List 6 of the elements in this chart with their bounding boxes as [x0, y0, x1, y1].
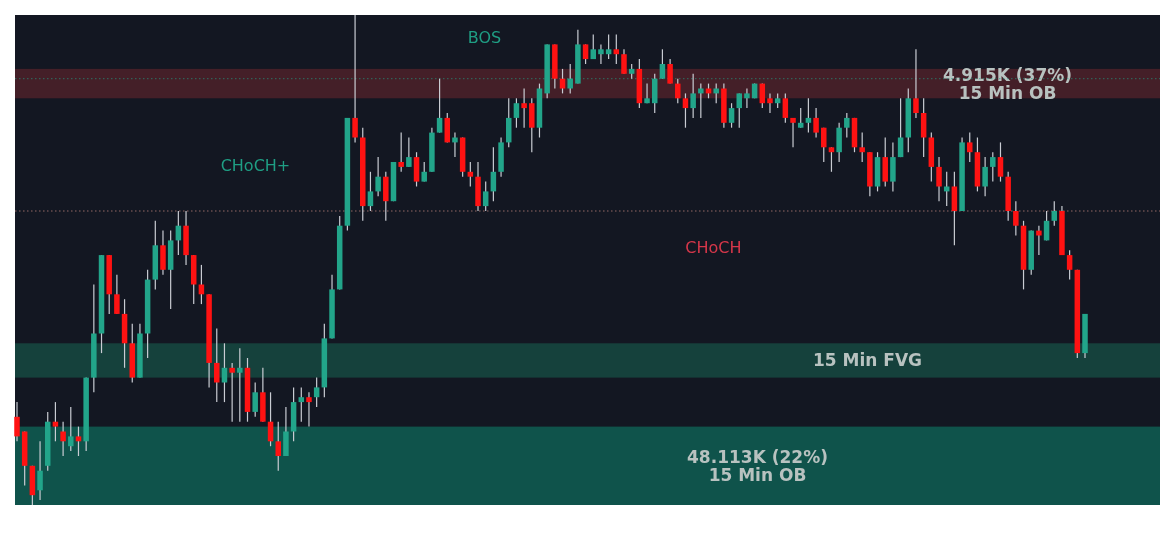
ref-line-label: CHoCH: [685, 238, 742, 257]
band-label: 15 Min FVG: [812, 350, 923, 371]
ref-line-label: BOS: [467, 27, 502, 47]
band-label: 48.113K (22%) 15 Min OB: [687, 446, 828, 485]
ref-line-label: CHoCH+: [220, 156, 291, 175]
band-label: 4.915K (37%) 15 Min OB: [942, 64, 1073, 103]
